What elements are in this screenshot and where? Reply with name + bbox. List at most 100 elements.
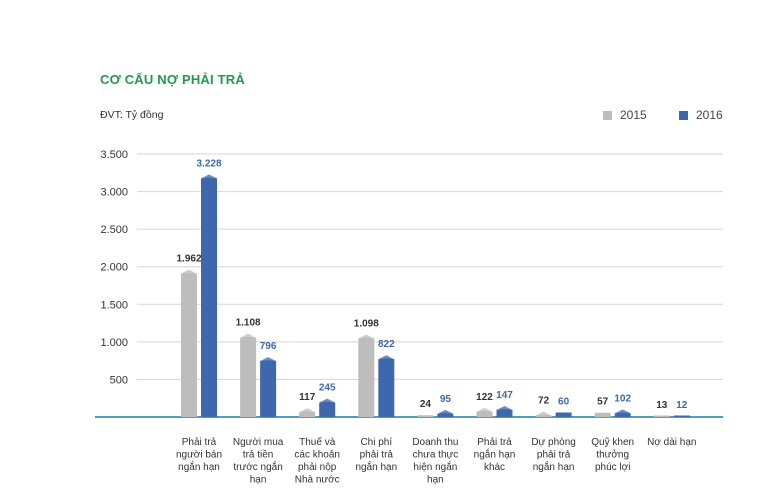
- category-label-line: phải trả: [537, 450, 571, 461]
- category-label-line: ngắn hạn: [355, 460, 397, 473]
- category-label-line: thưởng: [596, 449, 629, 461]
- category-label-line: khác: [484, 462, 505, 473]
- category-label: Người mua trả tiền trước ngắn hạn: [233, 437, 284, 486]
- data-label-2015: 1.098: [354, 318, 379, 329]
- bar-cap-2015: [181, 269, 197, 274]
- data-label-2015: 1.962: [176, 254, 201, 265]
- y-tick-label: 1.500: [100, 299, 128, 311]
- category-label: Phải trả người bán ngắn hạn: [176, 437, 222, 473]
- bar-2015: [535, 411, 552, 417]
- bar-cap-2015: [358, 334, 375, 339]
- bar-2015: [181, 269, 197, 417]
- bar-cap-2016: [437, 409, 454, 414]
- data-label-2016: 12: [676, 400, 688, 411]
- y-tick-label: 3.000: [100, 187, 128, 199]
- data-label-2015: 13: [656, 400, 668, 411]
- bar-cap-2015: [240, 333, 257, 338]
- data-label-2015: 1.108: [236, 318, 261, 329]
- legend-item-2015: 2015: [603, 108, 647, 122]
- data-label-2015: 72: [538, 396, 550, 407]
- category-label-line: ngắn hạn: [533, 460, 575, 473]
- bar-cap-2015: [535, 411, 552, 416]
- bar-cap-2016: [201, 174, 217, 179]
- bar-2015: [299, 408, 316, 417]
- category-label-line: hạn: [427, 475, 444, 486]
- bar-cap-2016: [260, 357, 277, 362]
- category-label: Phải trả ngắn hạn khác: [474, 437, 516, 473]
- category-label-line: hạn: [250, 475, 267, 486]
- category-label-line: Chi phí: [360, 437, 392, 448]
- data-label-2015: 24: [420, 399, 432, 410]
- bar-cap-2016: [319, 398, 336, 403]
- bar-2015: [653, 415, 670, 417]
- category-label-line: phúc lợi: [595, 462, 630, 473]
- data-label-2016: 102: [614, 393, 631, 404]
- bar-2015: [476, 407, 493, 417]
- y-tick-label: 2.500: [100, 224, 128, 236]
- bar-cap-2015: [299, 408, 316, 413]
- category-label-line: phải trả: [360, 450, 394, 461]
- data-label-2016: 147: [496, 390, 513, 401]
- y-tick-label: 1.000: [100, 337, 128, 349]
- category-label-line: chưa thực: [413, 450, 459, 461]
- bar-2016: [319, 398, 336, 417]
- bar-2016: [201, 174, 217, 417]
- category-label: Doanh thu chưa thực hiện ngắn hạn: [412, 437, 458, 486]
- category-label-line: Người mua: [233, 437, 284, 448]
- category-label-line: ngắn hạn: [474, 448, 516, 461]
- y-tick-label: 2.000: [100, 262, 128, 274]
- category-label: Dự phòng phải trả ngắn hạn: [531, 437, 576, 473]
- category-label-line: Phải trả: [477, 437, 512, 448]
- category-label-line: Nhà nước: [295, 475, 340, 486]
- category-label-line: Dự phòng: [531, 437, 576, 448]
- bar-2016: [260, 357, 277, 417]
- data-label-2015: 122: [476, 392, 493, 403]
- unit-label: ĐVT: Tỷ đồng: [100, 109, 164, 121]
- bar-cap-2016: [614, 409, 631, 414]
- legend-swatch-2015: [603, 110, 612, 120]
- bar-2016: [673, 415, 690, 417]
- category-label-line: phải nộp: [298, 462, 337, 473]
- legend-swatch-2016: [679, 110, 688, 120]
- data-label-2016: 60: [558, 396, 570, 407]
- bar-2015: [240, 333, 257, 417]
- data-label-2016: 822: [378, 339, 395, 350]
- bar-2016: [496, 405, 513, 417]
- category-label-line: các khoản: [294, 450, 340, 461]
- y-tick-label: 500: [110, 374, 128, 386]
- category-label-line: Quỹ khen: [591, 437, 634, 448]
- category-label-line: Thuế và: [299, 436, 336, 448]
- data-label-2016: 3.228: [196, 158, 221, 169]
- bar-2016: [378, 355, 395, 417]
- category-label-line: Nợ dài hạn: [647, 437, 696, 448]
- category-label-line: người bán: [176, 450, 222, 461]
- category-label-line: hiện ngắn: [413, 460, 457, 473]
- bar-2015: [358, 334, 375, 417]
- data-label-2016: 95: [440, 394, 452, 405]
- bar-2016: [614, 409, 631, 417]
- category-label: Quỹ khen thưởng phúc lợi: [591, 437, 634, 473]
- bar-2015: [417, 415, 434, 417]
- bar-2016: [555, 412, 572, 417]
- category-label-line: ngắn hạn: [178, 460, 220, 473]
- legend-item-2016: 2016: [679, 108, 723, 122]
- category-label-line: trả tiền: [243, 449, 274, 461]
- bar-cap-2016: [378, 355, 395, 360]
- category-label: Thuế và các khoản phải nộp Nhà nước: [294, 436, 340, 486]
- category-label-line: Doanh thu: [412, 437, 458, 448]
- data-label-2015: 117: [299, 392, 316, 403]
- category-label: Chi phí phải trả ngắn hạn: [355, 437, 397, 473]
- data-label-2015: 57: [597, 397, 609, 408]
- bar-cap-2015: [476, 407, 493, 412]
- legend-label-2015: 2015: [620, 108, 647, 122]
- category-label-line: trước ngắn: [233, 460, 282, 473]
- bar-2015: [594, 412, 611, 417]
- legend-label-2016: 2016: [696, 108, 723, 122]
- category-label-line: Phải trả: [182, 437, 217, 448]
- data-label-2016: 796: [260, 341, 277, 352]
- chart-title: CƠ CẤU NỢ PHẢI TRẢ: [100, 72, 245, 87]
- data-label-2016: 245: [319, 383, 336, 394]
- bar-2016: [437, 409, 454, 417]
